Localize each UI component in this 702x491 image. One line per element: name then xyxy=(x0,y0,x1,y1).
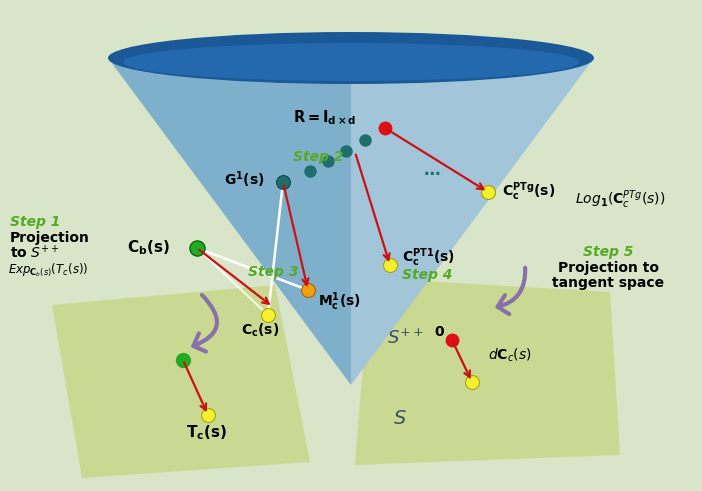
Text: Projection: Projection xyxy=(10,231,90,245)
Text: Projection to: Projection to xyxy=(557,261,658,275)
Text: Step 4: Step 4 xyxy=(402,268,452,282)
Text: $S$: $S$ xyxy=(393,409,407,428)
Polygon shape xyxy=(351,58,594,385)
Text: $S^{++}$: $S^{++}$ xyxy=(387,328,423,348)
Text: $\mathbf{\cdots}$: $\mathbf{\cdots}$ xyxy=(423,163,441,181)
Polygon shape xyxy=(355,278,620,465)
Text: Step 2: Step 2 xyxy=(293,150,343,164)
Text: $\mathbf{C_c(s)}$: $\mathbf{C_c(s)}$ xyxy=(241,321,279,339)
Text: $\mathbf{C_c^{PT1}(s)}$: $\mathbf{C_c^{PT1}(s)}$ xyxy=(402,246,455,269)
Text: Step 5: Step 5 xyxy=(583,245,633,259)
Text: $\mathbf{C_b(s)}$: $\mathbf{C_b(s)}$ xyxy=(127,239,170,257)
Text: $\mathbf{T_c(s)}$: $\mathbf{T_c(s)}$ xyxy=(187,424,227,442)
FancyArrowPatch shape xyxy=(498,268,525,314)
Text: $d\mathbf{C}_c(s)$: $d\mathbf{C}_c(s)$ xyxy=(488,346,531,364)
Text: $\mathbf{R{=}I_{d\times d}}$: $\mathbf{R{=}I_{d\times d}}$ xyxy=(293,109,357,127)
Polygon shape xyxy=(108,58,351,385)
Ellipse shape xyxy=(108,32,594,84)
Text: $\mathbf{C_c^{PTg}(s)}$: $\mathbf{C_c^{PTg}(s)}$ xyxy=(502,181,555,203)
FancyArrowPatch shape xyxy=(193,295,217,352)
Text: to $S^{++}$: to $S^{++}$ xyxy=(10,245,60,262)
Text: $\mathbf{M_c^1(s)}$: $\mathbf{M_c^1(s)}$ xyxy=(318,291,361,313)
Text: $Log_\mathbf{1}(\mathbf{C}_c^{PTg}(s))$: $Log_\mathbf{1}(\mathbf{C}_c^{PTg}(s))$ xyxy=(575,189,665,211)
Ellipse shape xyxy=(123,43,579,81)
Text: Step 3: Step 3 xyxy=(248,265,298,279)
Polygon shape xyxy=(52,285,310,478)
Text: $Exp_{\mathbf{C}_b(s)}(T_c(s))$: $Exp_{\mathbf{C}_b(s)}(T_c(s))$ xyxy=(8,261,88,279)
Text: Step 1: Step 1 xyxy=(10,215,60,229)
Text: $\mathbf{G^1(s)}$: $\mathbf{G^1(s)}$ xyxy=(224,170,264,191)
Text: tangent space: tangent space xyxy=(552,276,664,290)
Text: $\mathbf{0}$: $\mathbf{0}$ xyxy=(435,325,446,339)
